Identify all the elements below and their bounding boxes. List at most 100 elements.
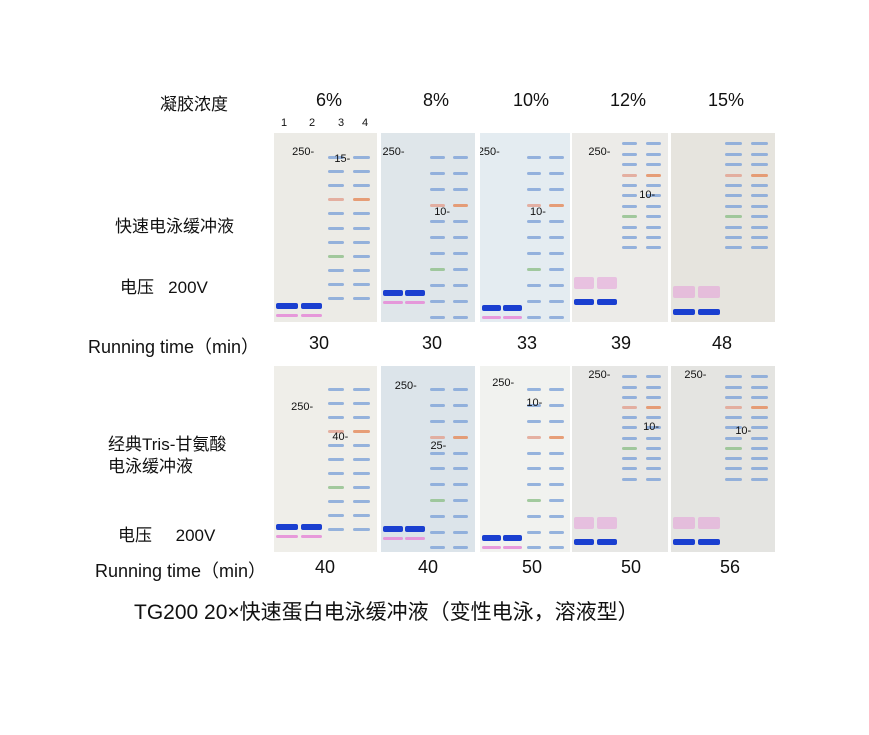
ladder-band [429, 236, 445, 239]
time-row1-12: 39 [611, 333, 632, 353]
marker-size-label: 10- [530, 206, 546, 219]
sample-band [382, 525, 403, 532]
marker-size-label: 10- [639, 189, 656, 202]
ladder-band [751, 426, 768, 430]
ladder-band [549, 419, 564, 423]
caption: TG200 20×快速蛋白电泳缓冲液（变性电泳，溶液型） [134, 601, 639, 624]
ladder-band [353, 297, 370, 301]
sample-band [405, 525, 426, 532]
ladder-band [526, 419, 542, 423]
marker-size-label: 15- [334, 153, 351, 166]
ladder-band [327, 184, 345, 188]
ladder-band [549, 514, 564, 518]
ladder-band [725, 152, 742, 156]
ladder-band [751, 457, 768, 461]
ladder-band [327, 402, 345, 406]
ladder-band [549, 284, 564, 288]
time-row2-6: 40 [315, 557, 336, 577]
lane-number-3: 3 [338, 117, 345, 129]
ladder-band [621, 204, 638, 208]
ladder-band [429, 187, 445, 191]
gel-image: 250- 10- [480, 133, 570, 322]
ladder-band [327, 297, 345, 301]
sample-dye-band [503, 316, 523, 320]
ladder-band [453, 155, 469, 159]
ladder-band [725, 194, 742, 198]
concentration-15: 15% [708, 90, 745, 110]
ladder-band [453, 300, 469, 304]
sample-band [698, 538, 720, 545]
ladder-band [453, 498, 469, 502]
ladder-band [526, 236, 542, 239]
sample-band [503, 534, 523, 541]
ladder-band [549, 435, 564, 439]
gel-image: 250- 10- [572, 133, 668, 322]
ladder-band [549, 236, 564, 239]
ladder-band [353, 212, 370, 216]
ladder-band [453, 451, 469, 455]
sample-band [382, 289, 403, 296]
ladder-band [645, 395, 662, 399]
ladder-band [645, 457, 662, 461]
ladder-band [621, 446, 638, 450]
ladder-band [645, 152, 662, 156]
ladder-band [725, 173, 742, 177]
sample-band [481, 304, 501, 311]
ladder-band [725, 446, 742, 450]
ladder-band [353, 198, 370, 202]
ladder-band [645, 204, 662, 208]
ladder-band [725, 405, 742, 409]
ladder-band [751, 184, 768, 188]
ladder-band [353, 254, 370, 258]
ladder-band [327, 430, 345, 434]
sample-dye-band [300, 314, 323, 318]
ladder-band [327, 254, 345, 258]
sample-dye-band [276, 314, 298, 318]
ladder-band [751, 163, 768, 167]
ladder-band [725, 477, 742, 481]
sample-dye-band [382, 301, 403, 305]
ladder-band [526, 451, 542, 455]
ladder-band [429, 498, 445, 502]
ladder-band [353, 416, 370, 420]
sample-dye-band [405, 537, 426, 541]
ladder-band [751, 194, 768, 198]
time-row2-8: 40 [418, 557, 439, 577]
ladder-band [621, 375, 638, 379]
ladder-band [621, 395, 638, 399]
ladder-band [453, 419, 469, 423]
ladder-band [549, 268, 564, 272]
ladder-band [429, 483, 445, 487]
ladder-band [621, 385, 638, 389]
ladder-band [327, 226, 345, 230]
marker-size-label: 250- [292, 145, 315, 158]
sample-dye-band [503, 546, 523, 550]
ladder-band [549, 187, 564, 191]
sample-dye-band [481, 546, 501, 550]
voltage-label-row2: 电压 200V [118, 521, 215, 546]
voltage-label-row1: 电压 200V [120, 273, 208, 298]
ladder-band [453, 268, 469, 272]
ladder-band [751, 446, 768, 450]
ladder-band [621, 457, 638, 461]
ladder-band [645, 446, 662, 450]
ladder-band [621, 173, 638, 177]
ladder-band [526, 219, 542, 223]
ladder-band [429, 252, 445, 256]
gel-image [671, 133, 775, 322]
ladder-band [549, 530, 564, 534]
ladder-band [751, 385, 768, 389]
sample-band [300, 302, 323, 309]
ladder-band [621, 152, 638, 156]
ladder-band [429, 546, 445, 550]
ladder-band [751, 395, 768, 399]
ladder-band [453, 252, 469, 256]
ladder-band [751, 416, 768, 420]
ladder-band [549, 219, 564, 223]
sample-dye-band [596, 276, 618, 289]
ladder-band [725, 225, 742, 229]
ladder-band [645, 173, 662, 177]
ladder-band [453, 219, 469, 223]
sample-band [405, 289, 426, 296]
